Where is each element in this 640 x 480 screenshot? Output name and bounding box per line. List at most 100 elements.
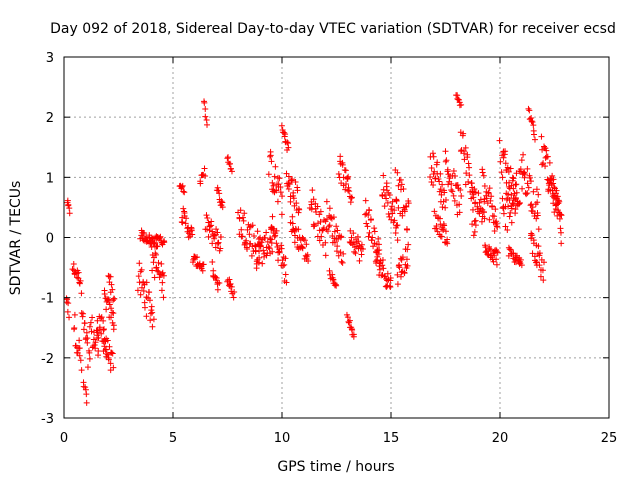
data-point: [554, 193, 561, 200]
data-point: [212, 274, 219, 281]
data-point: [282, 131, 289, 138]
data-point: [266, 245, 273, 252]
data-point: [528, 118, 535, 125]
data-point: [311, 222, 318, 229]
data-point: [475, 190, 482, 197]
data-point: [143, 233, 150, 240]
data-point: [549, 187, 556, 194]
data-point: [95, 329, 102, 336]
data-point: [215, 187, 222, 194]
data-point: [371, 225, 378, 232]
data-point: [277, 184, 284, 191]
data-point: [508, 205, 515, 212]
data-point: [203, 212, 210, 219]
data-point: [345, 318, 352, 325]
data-point: [518, 262, 525, 269]
data-point: [513, 181, 520, 188]
data-point: [469, 206, 476, 213]
data-point: [454, 182, 461, 189]
data-point: [458, 101, 465, 108]
data-point: [494, 249, 501, 256]
data-point: [189, 231, 196, 238]
data-point: [205, 219, 212, 226]
data-point: [550, 180, 557, 187]
data-point: [558, 212, 565, 219]
data-point: [134, 287, 141, 294]
data-point: [348, 326, 355, 333]
data-point: [137, 291, 144, 298]
data-point: [201, 165, 208, 172]
data-point: [434, 159, 441, 166]
data-point: [380, 265, 387, 272]
data-point: [243, 237, 250, 244]
data-point: [107, 360, 114, 367]
data-point: [375, 241, 382, 248]
data-point: [508, 192, 515, 199]
data-point: [218, 198, 225, 205]
data-point: [530, 237, 537, 244]
data-point: [102, 338, 109, 345]
data-point: [291, 232, 298, 239]
data-point: [107, 367, 114, 374]
data-point: [148, 303, 155, 310]
data-point: [442, 148, 449, 155]
data-point: [183, 215, 190, 222]
data-point: [289, 176, 296, 183]
data-point: [254, 228, 261, 235]
data-point: [395, 204, 402, 211]
data-point: [493, 256, 500, 263]
data-point: [293, 200, 300, 207]
data-point: [442, 158, 449, 165]
data-point: [456, 99, 463, 106]
data-point: [395, 182, 402, 189]
data-point: [511, 197, 518, 204]
data-point: [391, 207, 398, 214]
data-point: [494, 223, 501, 230]
data-point: [141, 299, 148, 306]
data-point: [393, 222, 400, 229]
data-point: [533, 215, 540, 222]
data-point: [358, 251, 365, 258]
data-point: [107, 273, 114, 280]
data-point: [491, 252, 498, 259]
data-point: [272, 232, 279, 239]
data-point: [477, 196, 484, 203]
data-point: [76, 337, 83, 344]
data-point: [460, 130, 467, 137]
data-point: [81, 320, 88, 327]
data-point: [404, 262, 411, 269]
data-point: [149, 267, 156, 274]
data-point: [510, 250, 517, 257]
data-point: [394, 222, 401, 229]
data-point: [524, 165, 531, 172]
data-point: [322, 239, 329, 246]
y-axis-label: SDTVAR / TECUs: [8, 181, 24, 296]
data-point: [488, 193, 495, 200]
data-point: [253, 265, 260, 272]
data-point: [531, 131, 538, 138]
data-point: [512, 210, 519, 217]
data-point: [265, 171, 272, 178]
x-tick-label: 0: [60, 431, 68, 446]
data-point: [252, 247, 259, 254]
data-point: [471, 218, 478, 225]
data-point: [83, 391, 90, 398]
data-point: [338, 258, 345, 265]
data-point: [95, 334, 102, 341]
data-point: [301, 237, 308, 244]
data-point: [471, 228, 478, 235]
data-point: [290, 189, 297, 196]
data-point: [204, 214, 211, 221]
data-point: [194, 254, 201, 261]
data-point: [359, 246, 366, 253]
data-point: [531, 253, 538, 260]
data-point: [278, 245, 285, 252]
data-point: [526, 174, 533, 181]
data-point: [76, 352, 83, 359]
data-point: [457, 186, 464, 193]
data-point: [445, 181, 452, 188]
data-point: [389, 210, 396, 217]
data-point: [287, 198, 294, 205]
data-point: [248, 252, 255, 259]
data-point: [281, 129, 288, 136]
